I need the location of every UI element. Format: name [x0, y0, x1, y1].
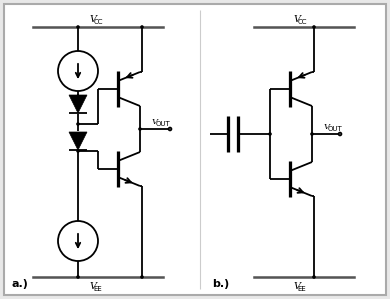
Text: EE: EE: [298, 286, 307, 292]
Text: OUT: OUT: [327, 126, 342, 132]
Text: EE: EE: [94, 286, 103, 292]
Text: V: V: [90, 282, 97, 291]
Circle shape: [58, 221, 98, 261]
Circle shape: [339, 132, 341, 135]
Circle shape: [77, 98, 79, 100]
Circle shape: [77, 123, 79, 125]
Circle shape: [77, 150, 79, 152]
Circle shape: [313, 276, 315, 278]
Circle shape: [168, 128, 171, 130]
FancyBboxPatch shape: [4, 4, 386, 295]
Text: V: V: [324, 123, 330, 131]
Text: b.): b.): [212, 279, 229, 289]
Circle shape: [311, 133, 313, 135]
Text: V: V: [294, 282, 301, 291]
Polygon shape: [69, 132, 87, 150]
Circle shape: [313, 26, 315, 28]
Text: V: V: [90, 15, 97, 24]
Polygon shape: [69, 95, 87, 113]
Text: CC: CC: [94, 19, 103, 25]
Text: CC: CC: [298, 19, 307, 25]
Circle shape: [77, 276, 79, 278]
Circle shape: [77, 26, 79, 28]
Circle shape: [139, 128, 141, 130]
Circle shape: [141, 26, 143, 28]
Circle shape: [58, 51, 98, 91]
Text: V: V: [294, 15, 301, 24]
Text: OUT: OUT: [155, 121, 170, 127]
Text: V: V: [152, 118, 158, 126]
Circle shape: [141, 276, 143, 278]
Circle shape: [269, 133, 271, 135]
Text: a.): a.): [12, 279, 29, 289]
